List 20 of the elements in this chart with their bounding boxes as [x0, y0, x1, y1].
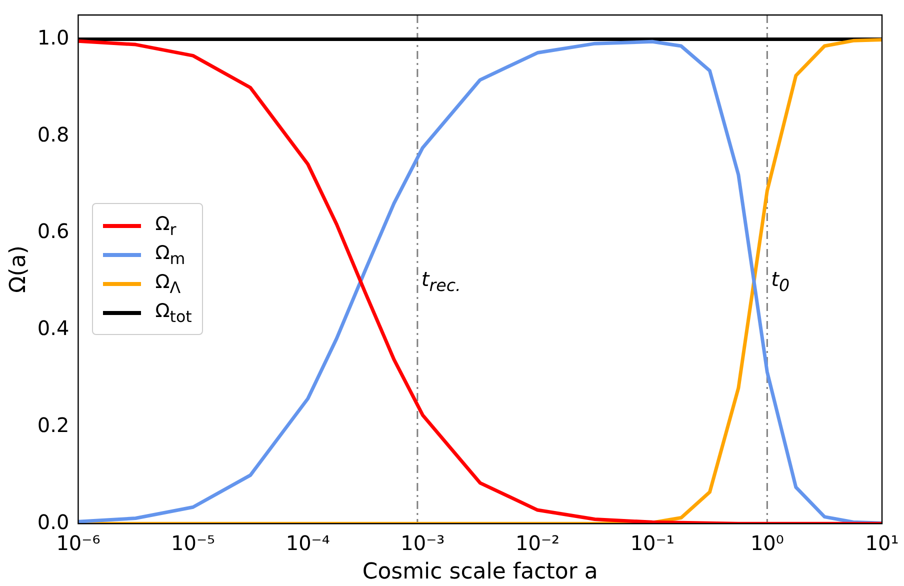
y-tick-label: 0.6 [37, 219, 70, 244]
legend-label: Ω$_{tot}$ [155, 300, 192, 326]
x-tick-label: 10⁻⁴ [286, 530, 330, 555]
x-tick-label: 10⁻¹ [630, 530, 674, 555]
y-tick-label: 0.4 [37, 316, 70, 340]
ref-line-label: t$_{0}$ [771, 267, 790, 296]
x-tick-label: 10⁻³ [400, 530, 445, 555]
ref-line-label: t$_{rec.}$ [421, 267, 461, 296]
y-tick-label: 0.2 [37, 412, 70, 437]
x-axis-title: Cosmic scale factor a [362, 560, 598, 585]
x-tick-label: 10⁰ [750, 530, 784, 555]
legend-label: Ω$_{m}$ [155, 242, 186, 268]
y-tick-label: 0.8 [37, 122, 70, 146]
x-tick-label: 10⁻⁵ [171, 530, 216, 555]
x-tick-label: 10¹ [865, 530, 899, 555]
x-tick-label: 10⁻² [516, 530, 560, 555]
legend-label: Ω$_{Λ}$ [155, 270, 181, 297]
y-axis-title: Ω(a) [6, 246, 31, 294]
y-tick-label: 1.0 [37, 25, 70, 50]
legend-label: Ω$_{r}$ [155, 213, 176, 240]
